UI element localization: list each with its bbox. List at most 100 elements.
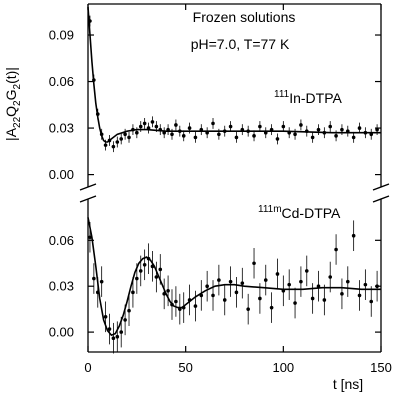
lower-data-point (234, 277, 239, 308)
lower-data-point (119, 316, 124, 348)
lower-data-point (351, 220, 356, 252)
y-label-sub-1: 22 (12, 116, 23, 128)
y-label-sub-2: 2 (12, 100, 23, 106)
point-marker (99, 132, 104, 137)
point-marker (287, 282, 291, 287)
upper-data-point (334, 130, 338, 142)
point-marker (211, 121, 215, 126)
point-marker (187, 126, 192, 130)
lower-data-point (111, 322, 116, 354)
point-marker (240, 127, 245, 132)
point-marker (88, 19, 92, 23)
lower-data-point (205, 270, 209, 302)
axis-break-right (372, 183, 390, 203)
point-marker (146, 126, 151, 130)
point-marker (103, 143, 108, 147)
lower-data-point (88, 221, 92, 253)
point-marker (281, 124, 286, 129)
upper-data-point (228, 121, 233, 132)
point-marker (345, 279, 350, 284)
lower-data-point (154, 261, 159, 293)
upper-data-point (363, 127, 368, 139)
point-marker (351, 233, 356, 238)
point-marker (340, 292, 344, 296)
y-tick-label: 0.09 (49, 28, 74, 43)
lower-fit-curve (87, 217, 381, 337)
point-marker (234, 135, 239, 140)
ticks (87, 4, 382, 352)
lower-data-point (92, 263, 96, 294)
point-marker (228, 279, 233, 284)
label-upper-isotope-mass: 111 (274, 89, 290, 100)
lower-data-point (217, 264, 221, 296)
upper-data-point (351, 131, 356, 143)
upper-data-point (275, 133, 280, 145)
point-marker (95, 112, 100, 116)
lower-data-point (252, 247, 256, 279)
point-marker (174, 299, 178, 304)
point-marker (142, 121, 147, 126)
lower-data-point (166, 275, 170, 307)
upper-data-point (316, 124, 321, 136)
point-marker (115, 140, 120, 144)
point-marker (131, 290, 135, 295)
point-marker (127, 135, 131, 140)
lower-data-point (363, 269, 368, 300)
upper-data-point (146, 122, 151, 134)
point-marker (181, 305, 186, 310)
point-marker (178, 307, 182, 311)
upper-data-point (217, 128, 221, 140)
upper-data-point (345, 125, 350, 137)
upper-data-point (127, 131, 131, 143)
lower-data-point (181, 292, 186, 323)
upper-data-point (222, 125, 227, 137)
x-tick-label: 50 (178, 360, 192, 375)
point-marker (187, 298, 192, 302)
lower-data-point (142, 249, 147, 281)
tick-labels: 0 50 100 150 0.00 0.03 0.06 0.09 0.00 0.03 0.06 (49, 28, 392, 375)
lower-data-point (193, 290, 198, 322)
point-marker (328, 275, 333, 279)
lower-data-point (345, 266, 350, 297)
lower-data-point (281, 275, 286, 307)
point-marker (293, 301, 297, 305)
upper-data-point (304, 125, 309, 137)
x-axis-label: t [ns] (333, 376, 363, 392)
label-lower-isotope-name: Cd-DTPA (282, 205, 342, 221)
upper-data-point (369, 128, 374, 140)
lower-data-point (178, 293, 182, 325)
upper-data-point (138, 121, 143, 132)
point-marker (334, 134, 338, 138)
point-marker (217, 278, 221, 282)
x-tick-label: 100 (272, 360, 294, 375)
upper-data-point (99, 128, 104, 140)
point-marker (123, 132, 127, 137)
y-tick-label: 0.00 (49, 167, 74, 182)
axis-break-left (79, 183, 97, 203)
label-upper-isotope-name: In-DTPA (289, 90, 342, 106)
point-marker (127, 308, 131, 313)
point-marker (322, 130, 327, 135)
lower-data-point (269, 292, 274, 323)
upper-data-point (170, 128, 174, 140)
point-marker (211, 293, 215, 298)
point-marker (162, 130, 166, 135)
upper-data-point (240, 124, 245, 136)
point-marker (111, 336, 116, 341)
lower-data-point (240, 267, 245, 299)
point-marker (88, 235, 92, 240)
x-tick-label: 0 (84, 360, 91, 375)
upper-data-point (211, 117, 215, 129)
y-tick-label: 0.06 (49, 233, 74, 248)
lower-data-point (158, 254, 163, 285)
upper-data-point (162, 127, 166, 139)
point-marker (162, 292, 166, 296)
y-label-mid-1: Q (3, 106, 19, 117)
lower-data-point (258, 283, 262, 314)
upper-data-point (205, 127, 209, 139)
lower-data-point (187, 284, 192, 316)
point-marker (99, 279, 104, 284)
upper-data-point (181, 130, 186, 142)
y-tick-label: 0.03 (49, 121, 74, 136)
upper-data-point (135, 127, 139, 139)
